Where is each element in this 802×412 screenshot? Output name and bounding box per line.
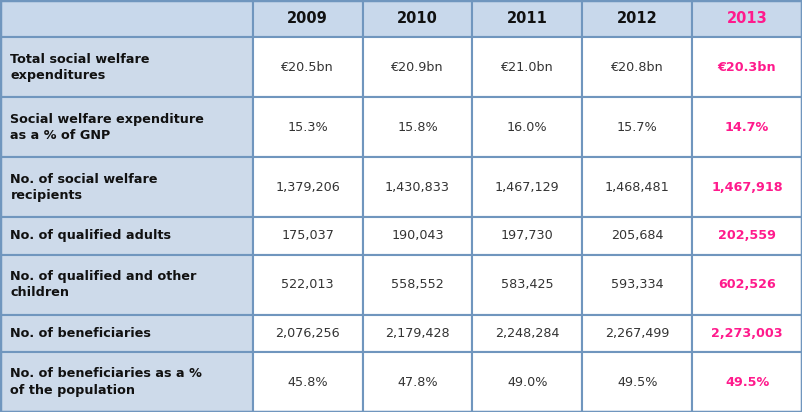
Text: 49.5%: 49.5% [617,375,658,389]
Text: 1,467,918: 1,467,918 [711,181,783,194]
Bar [692,217,802,255]
Bar [472,157,582,217]
Bar [472,255,582,315]
Text: €20.3bn: €20.3bn [718,61,776,74]
Bar [692,255,802,315]
Bar [253,0,363,37]
Bar [363,352,472,412]
Bar [692,0,802,37]
Bar [582,157,692,217]
Text: €20.9bn: €20.9bn [391,61,444,74]
Text: 522,013: 522,013 [282,278,334,291]
Text: 583,425: 583,425 [501,278,553,291]
Bar [363,315,472,352]
Bar [472,37,582,97]
Text: 2011: 2011 [507,11,548,26]
Bar [253,352,363,412]
Bar [253,97,363,157]
Bar [582,255,692,315]
Text: €20.8bn: €20.8bn [611,61,663,74]
Text: 175,037: 175,037 [282,229,334,243]
Text: 1,430,833: 1,430,833 [385,181,450,194]
Text: 2012: 2012 [617,11,658,26]
Bar [363,255,472,315]
Text: €21.0bn: €21.0bn [501,61,553,74]
Bar [582,217,692,255]
Text: 197,730: 197,730 [501,229,553,243]
Text: No. of qualified and other
children: No. of qualified and other children [10,270,196,300]
Bar [472,217,582,255]
Text: 602,526: 602,526 [718,278,776,291]
Text: 16.0%: 16.0% [507,121,548,134]
Bar [692,315,802,352]
Text: 15.7%: 15.7% [617,121,658,134]
Text: 2,076,256: 2,076,256 [275,327,340,340]
Text: 1,467,129: 1,467,129 [495,181,560,194]
Bar [582,315,692,352]
Bar [363,157,472,217]
Text: 2,273,003: 2,273,003 [711,327,783,340]
Text: 14.7%: 14.7% [725,121,769,134]
Text: 1,468,481: 1,468,481 [605,181,670,194]
Text: 2010: 2010 [397,11,438,26]
Bar [253,217,363,255]
Text: 49.0%: 49.0% [507,375,548,389]
Text: 15.3%: 15.3% [287,121,328,134]
Text: No. of beneficiaries: No. of beneficiaries [10,327,152,340]
Text: 2,179,428: 2,179,428 [385,327,450,340]
Bar [472,352,582,412]
Bar [692,37,802,97]
Text: 2,267,499: 2,267,499 [605,327,670,340]
Text: 2009: 2009 [287,11,328,26]
Text: 558,552: 558,552 [391,278,444,291]
Bar [363,37,472,97]
Text: 190,043: 190,043 [391,229,444,243]
Text: 205,684: 205,684 [611,229,663,243]
Bar [0,352,253,412]
Bar [363,217,472,255]
Bar [0,97,253,157]
Bar [692,97,802,157]
Bar [363,97,472,157]
Bar [0,37,253,97]
Bar [472,315,582,352]
Text: €20.5bn: €20.5bn [282,61,334,74]
Bar [582,37,692,97]
Text: 1,379,206: 1,379,206 [275,181,340,194]
Text: Social welfare expenditure
as a % of GNP: Social welfare expenditure as a % of GNP [10,112,205,142]
Bar [692,157,802,217]
Text: 47.8%: 47.8% [397,375,438,389]
Bar [582,0,692,37]
Bar [0,315,253,352]
Bar [582,97,692,157]
Bar [253,157,363,217]
Bar [253,37,363,97]
Bar [472,0,582,37]
Bar [253,255,363,315]
Text: 2013: 2013 [727,11,768,26]
Text: 593,334: 593,334 [611,278,663,291]
Bar [0,255,253,315]
Bar [0,217,253,255]
Text: 49.5%: 49.5% [725,375,769,389]
Text: No. of qualified adults: No. of qualified adults [10,229,172,243]
Bar [692,352,802,412]
Text: 202,559: 202,559 [718,229,776,243]
Text: 45.8%: 45.8% [287,375,328,389]
Bar [0,0,253,37]
Bar [472,97,582,157]
Bar [253,315,363,352]
Text: Total social welfare
expenditures: Total social welfare expenditures [10,53,150,82]
Bar [363,0,472,37]
Text: 15.8%: 15.8% [397,121,438,134]
Text: No. of social welfare
recipients: No. of social welfare recipients [10,173,158,202]
Text: 2,248,284: 2,248,284 [495,327,560,340]
Bar [582,352,692,412]
Bar [0,157,253,217]
Text: No. of beneficiaries as a %
of the population: No. of beneficiaries as a % of the popul… [10,367,202,397]
